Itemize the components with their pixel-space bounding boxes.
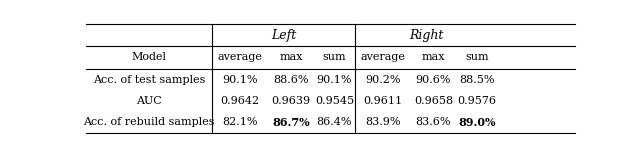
Text: sum: sum <box>465 52 488 62</box>
Text: AUC: AUC <box>136 96 162 106</box>
Text: 90.6%: 90.6% <box>415 75 451 85</box>
Text: 0.9658: 0.9658 <box>414 96 453 106</box>
Text: 90.1%: 90.1% <box>223 75 258 85</box>
Text: Acc. of rebuild samples: Acc. of rebuild samples <box>83 117 215 127</box>
Text: 88.5%: 88.5% <box>459 75 495 85</box>
Text: 0.9639: 0.9639 <box>271 96 310 106</box>
Text: 89.0%: 89.0% <box>458 117 495 128</box>
Text: 0.9642: 0.9642 <box>221 96 260 106</box>
Text: 0.9545: 0.9545 <box>315 96 354 106</box>
Text: Model: Model <box>132 52 166 62</box>
Text: average: average <box>360 52 405 62</box>
Text: 90.2%: 90.2% <box>365 75 400 85</box>
Text: 0.9611: 0.9611 <box>363 96 402 106</box>
Text: 83.6%: 83.6% <box>415 117 451 127</box>
Text: Right: Right <box>409 29 443 42</box>
Text: max: max <box>279 52 303 62</box>
Text: Acc. of test samples: Acc. of test samples <box>93 75 205 85</box>
Text: 88.6%: 88.6% <box>273 75 308 85</box>
Text: sum: sum <box>323 52 346 62</box>
Text: 86.7%: 86.7% <box>272 117 310 128</box>
Text: max: max <box>422 52 445 62</box>
Text: 90.1%: 90.1% <box>317 75 352 85</box>
Text: 82.1%: 82.1% <box>223 117 258 127</box>
Text: 0.9576: 0.9576 <box>458 96 496 106</box>
Text: 86.4%: 86.4% <box>317 117 352 127</box>
Text: 83.9%: 83.9% <box>365 117 400 127</box>
Text: average: average <box>218 52 262 62</box>
Text: Left: Left <box>271 29 296 42</box>
